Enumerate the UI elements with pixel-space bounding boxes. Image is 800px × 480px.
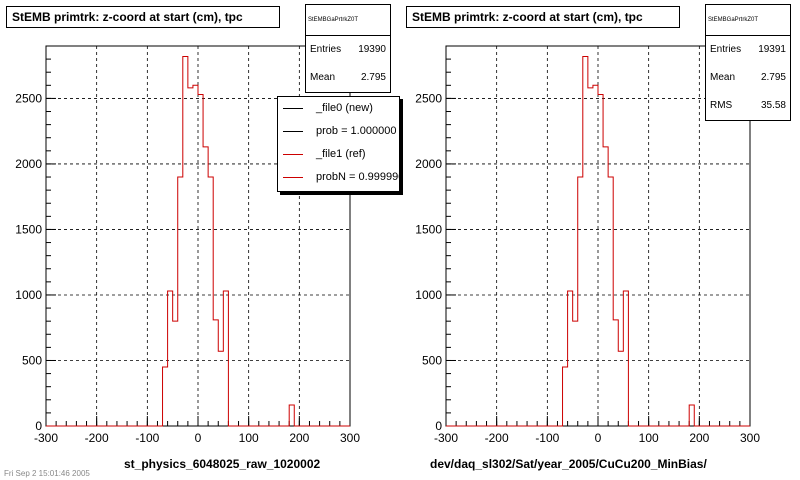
histogram-bin [203, 147, 208, 426]
legend-item: probN = 0.999990 [278, 166, 399, 189]
stats-entries-label: Entries [310, 44, 342, 55]
histogram-bin [603, 147, 608, 426]
stats-box: StEMBGaPrtrkZ0T Entries 19390 Mean 2.795 [305, 4, 391, 93]
x-axis-title: st_physics_6048025_raw_1020002 [124, 457, 321, 471]
y-tick-label: 2000 [415, 157, 442, 171]
legend-swatch [283, 154, 303, 155]
legend: _file0 (new) prob = 1.000000 _file1 (ref… [277, 96, 400, 192]
histogram-bin [173, 321, 178, 426]
x-tick-label: 200 [289, 431, 309, 445]
histogram-bin [163, 367, 168, 426]
histogram-bin [608, 177, 613, 426]
histogram-bin [178, 177, 183, 426]
y-tick-label: 2500 [15, 91, 42, 105]
stats-mean-value: 2.795 [360, 72, 386, 83]
stats-entries-value: 19390 [358, 44, 386, 55]
x-axis-title: dev/daq_sl302/Sat/year_2005/CuCu200_MinB… [430, 457, 707, 471]
y-tick-label: 1000 [15, 288, 42, 302]
histogram-bin [573, 321, 578, 426]
histogram-bin [198, 94, 203, 426]
histogram-bin [183, 56, 188, 426]
y-tick-label: 0 [35, 419, 42, 433]
x-tick-label: -300 [434, 431, 458, 445]
y-tick-label: 1500 [15, 222, 42, 236]
legend-swatch [283, 177, 303, 178]
histogram-plot-left: -300 -200 -100 0 100 200 300 0 500 1000 1500 2000 25… [15, 45, 360, 445]
x-tick-label: -100 [535, 431, 559, 445]
histogram-bin [168, 291, 173, 426]
histogram-bin [223, 291, 228, 426]
histogram-plot-right: -300 -200 -100 0 100 200 300 0 500 1000 1500 2000 25… [415, 45, 760, 445]
histogram-bin [613, 320, 618, 426]
histogram-bin [208, 177, 213, 426]
histogram-bin [563, 367, 568, 426]
histogram-line [446, 55, 750, 427]
histogram-bin [588, 88, 593, 426]
legend-label: _file0 (new) [316, 102, 373, 114]
stats-rms-label: RMS [710, 100, 733, 111]
x-tick-label: 0 [595, 431, 602, 445]
y-tick-label: 2000 [15, 157, 42, 171]
stats-box: StEMBGaPrtrkZ0T Entries 19391 Mean 2.795… [705, 4, 791, 121]
histogram-bin [598, 94, 603, 426]
stats-entries-row: Entries 19390 [306, 36, 390, 64]
histogram-title: StEMB primtrk: z-coord at start (cm), tp… [406, 6, 680, 28]
histogram-bin [583, 56, 588, 426]
legend-label: prob = 1.000000 [316, 125, 397, 137]
stats-mean-value: 2.795 [760, 72, 786, 83]
stats-mean-label: Mean [710, 72, 736, 83]
stats-entries-value: 19391 [758, 44, 786, 55]
x-tick-label: 100 [239, 431, 259, 445]
histogram-bin [289, 405, 294, 426]
x-tick-label: -200 [485, 431, 509, 445]
histogram-bin [193, 85, 198, 426]
x-tick-label: -200 [85, 431, 109, 445]
histogram-bin [578, 177, 583, 426]
stats-entries-row: Entries 19391 [706, 36, 790, 64]
x-tick-label: 100 [639, 431, 659, 445]
histogram-bin [568, 291, 573, 426]
histogram-bin [623, 291, 628, 426]
legend-swatch [283, 131, 303, 132]
histogram-bin [188, 88, 193, 426]
histogram-bin [689, 405, 694, 426]
stats-mean-row: Mean 2.795 [306, 64, 390, 92]
legend-swatch [283, 108, 303, 109]
y-tick-label: 1500 [415, 222, 442, 236]
stats-rms-row: RMS 35.58 [706, 92, 790, 120]
y-tick-label: 500 [22, 353, 42, 367]
x-tick-label: 200 [689, 431, 709, 445]
histogram-panel-right: -300 -200 -100 0 100 200 300 0 500 1000 1500 2000 25… [400, 0, 800, 480]
stats-entries-label: Entries [710, 44, 742, 55]
y-tick-label: 2500 [415, 91, 442, 105]
histogram-bin [218, 351, 223, 426]
histogram-bin [593, 85, 598, 426]
x-tick-label: 300 [340, 431, 360, 445]
x-tick-label: -100 [135, 431, 159, 445]
x-tick-label: 0 [195, 431, 202, 445]
legend-item: _file1 (ref) [278, 143, 399, 166]
y-tick-label: 1000 [415, 288, 442, 302]
stats-mean-label: Mean [310, 72, 336, 83]
legend-item: prob = 1.000000 [278, 120, 399, 143]
stats-name: StEMBGaPrtrkZ0T [306, 5, 390, 36]
histogram-bin [618, 351, 623, 426]
stats-name: StEMBGaPrtrkZ0T [706, 5, 790, 36]
legend-item: _file0 (new) [278, 97, 399, 120]
legend-label: _file1 (ref) [316, 148, 366, 160]
y-tick-label: 500 [422, 353, 442, 367]
histogram-title: StEMB primtrk: z-coord at start (cm), tp… [6, 6, 280, 28]
histogram-line [46, 55, 350, 427]
footer-timestamp: Fri Sep 2 15:01:46 2005 [4, 469, 90, 478]
stats-mean-row: Mean 2.795 [706, 64, 790, 92]
x-tick-label: 300 [740, 431, 760, 445]
y-tick-label: 0 [435, 419, 442, 433]
histogram-bin [213, 320, 218, 426]
histogram-panel-left: -300 -200 -100 0 100 200 300 0 500 1000 1500 2000 25… [4, 4, 400, 478]
stats-rms-value: 35.58 [760, 100, 786, 111]
x-tick-label: -300 [34, 431, 58, 445]
legend-label: probN = 0.999990 [316, 171, 400, 183]
